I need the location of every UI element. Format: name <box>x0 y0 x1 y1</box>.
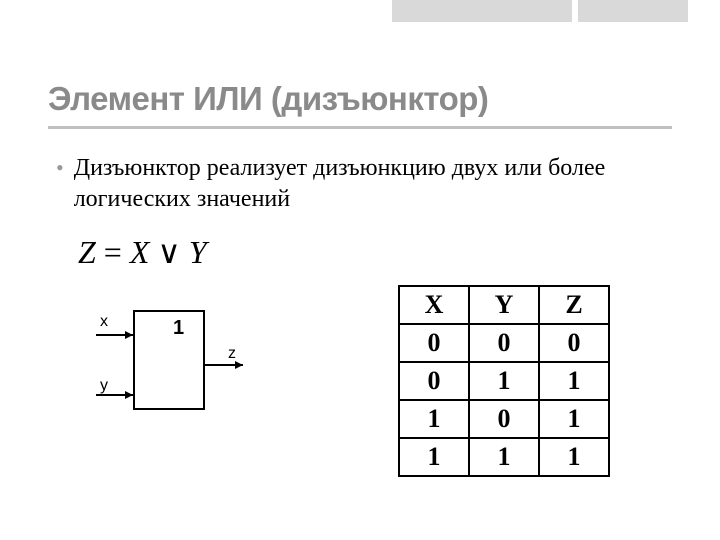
table-header: X <box>399 286 469 324</box>
formula-or-sp <box>181 234 189 270</box>
table-header: Z <box>539 286 609 324</box>
formula-a: X <box>130 234 150 270</box>
formula-eq: = <box>104 234 130 270</box>
page-title: Элемент ИЛИ (дизъюнктор) <box>48 80 672 118</box>
table-row: 0 0 0 <box>399 324 609 362</box>
decor-bar <box>578 0 688 22</box>
bullet-dot-icon: • <box>56 153 64 183</box>
gate-input-y-label: y <box>100 377 108 395</box>
table-cell: 0 <box>469 400 539 438</box>
table-cell: 1 <box>399 400 469 438</box>
decor-bars <box>392 0 688 22</box>
table-row: 1 0 1 <box>399 400 609 438</box>
gate-input-x-label: x <box>100 313 108 331</box>
table-cell: 1 <box>539 438 609 476</box>
table-row: 1 1 1 <box>399 438 609 476</box>
formula-lhs: Z <box>78 234 96 270</box>
formula-or-sym: ∨ <box>157 234 180 270</box>
table-cell: 1 <box>469 362 539 400</box>
table-cell: 0 <box>469 324 539 362</box>
table-cell: 0 <box>399 324 469 362</box>
table-header: Y <box>469 286 539 324</box>
gate-box <box>133 310 205 410</box>
gate-output-z-label: z <box>228 345 236 363</box>
table-row: X Y Z <box>399 286 609 324</box>
formula: Z = X ∨ Y <box>48 233 672 271</box>
lower-row: 1 x y z X Y Z 0 0 0 0 1 1 1 0 <box>48 285 672 477</box>
table-cell: 0 <box>399 362 469 400</box>
title-container: Элемент ИЛИ (дизъюнктор) <box>48 80 672 129</box>
bullet-item: • Дизъюнктор реализует дизъюнкцию двух и… <box>48 153 672 215</box>
decor-bar <box>392 0 572 22</box>
slide-content: Элемент ИЛИ (дизъюнктор) • Дизъюнктор ре… <box>0 0 720 477</box>
table-cell: 1 <box>539 400 609 438</box>
logic-gate-diagram: 1 x y z <box>78 295 268 435</box>
bullet-text: Дизъюнктор реализует дизъюнкцию двух или… <box>74 153 672 215</box>
gate-symbol-label: 1 <box>173 317 184 340</box>
table-cell: 1 <box>399 438 469 476</box>
table-cell: 0 <box>539 324 609 362</box>
table-row: 0 1 1 <box>399 362 609 400</box>
table-cell: 1 <box>539 362 609 400</box>
formula-b: Y <box>189 234 207 270</box>
table-cell: 1 <box>469 438 539 476</box>
truth-table: X Y Z 0 0 0 0 1 1 1 0 1 1 1 1 <box>398 285 610 477</box>
